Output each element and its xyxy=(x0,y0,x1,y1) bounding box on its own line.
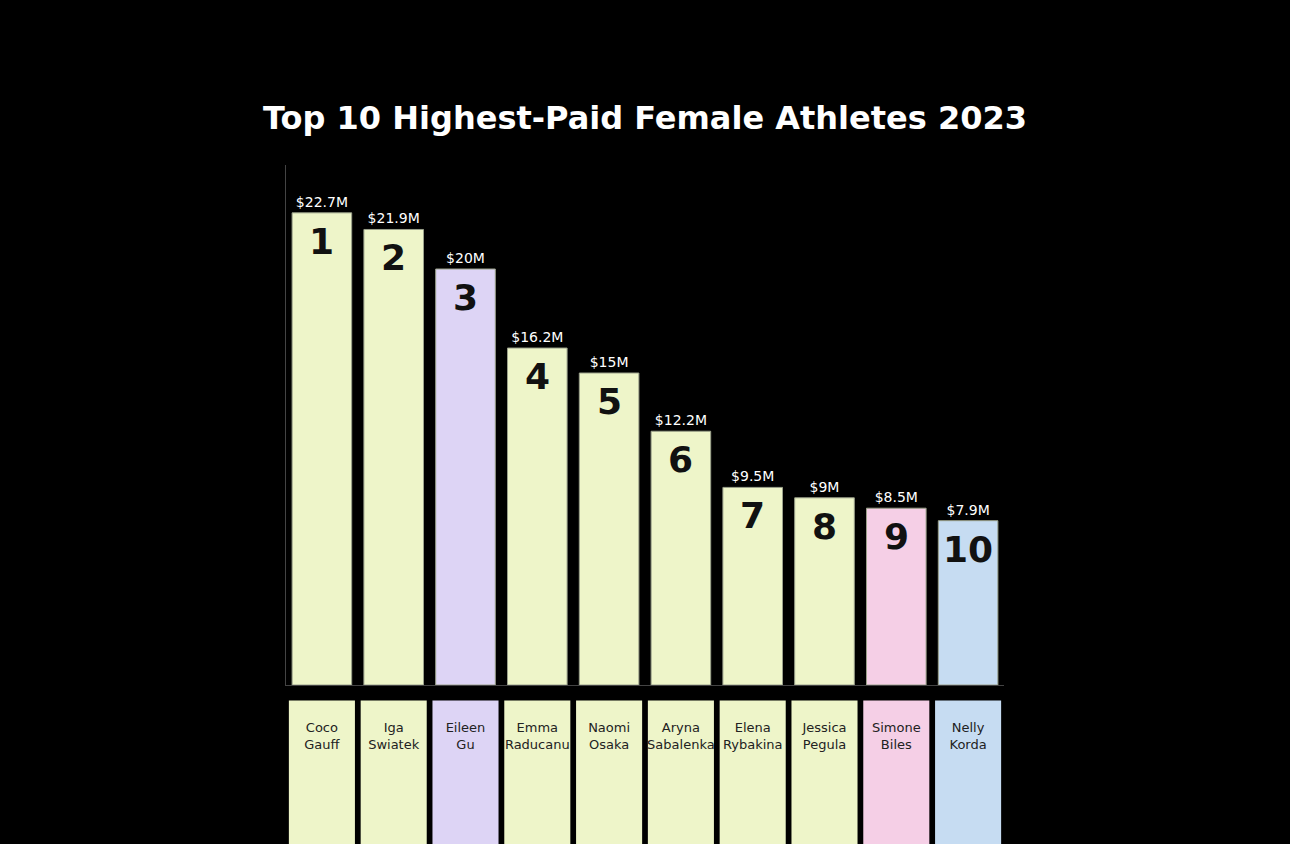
svg-text:1: 1 xyxy=(309,221,334,262)
svg-text:EmmaRaducanu: EmmaRaducanu xyxy=(505,720,570,752)
svg-text:7: 7 xyxy=(740,495,765,536)
svg-text:2: 2 xyxy=(381,237,406,278)
svg-text:NaomiOsaka: NaomiOsaka xyxy=(588,720,630,752)
svg-text:9: 9 xyxy=(884,516,909,557)
svg-text:NellyKorda: NellyKorda xyxy=(950,720,987,752)
svg-text:$9.5M: $9.5M xyxy=(731,468,774,484)
svg-text:8: 8 xyxy=(812,506,837,547)
svg-text:SimoneBiles: SimoneBiles xyxy=(872,720,921,752)
svg-text:$16.2M: $16.2M xyxy=(511,329,563,345)
svg-text:EileenGu: EileenGu xyxy=(446,720,486,752)
svg-text:$7.9M: $7.9M xyxy=(946,502,989,518)
svg-text:Top 10 Highest-Paid Female Ath: Top 10 Highest-Paid Female Athletes 2023 xyxy=(263,99,1027,137)
svg-text:$9M: $9M xyxy=(810,479,840,495)
svg-text:$21.9M: $21.9M xyxy=(368,210,420,226)
svg-text:$15M: $15M xyxy=(590,354,629,370)
svg-text:ElenaRybakina: ElenaRybakina xyxy=(723,720,783,752)
svg-text:4: 4 xyxy=(525,356,550,397)
svg-text:JessicaPegula: JessicaPegula xyxy=(801,720,846,752)
svg-text:ArynaSabalenka: ArynaSabalenka xyxy=(647,720,715,752)
svg-text:CocoGauff: CocoGauff xyxy=(304,720,340,752)
svg-text:3: 3 xyxy=(453,277,478,318)
svg-text:$12.2M: $12.2M xyxy=(655,412,707,428)
svg-text:IgaSwiatek: IgaSwiatek xyxy=(368,720,420,752)
svg-text:5: 5 xyxy=(597,381,622,422)
svg-text:$22.7M: $22.7M xyxy=(296,194,348,210)
svg-text:6: 6 xyxy=(668,439,693,480)
svg-text:10: 10 xyxy=(943,529,993,570)
svg-text:$8.5M: $8.5M xyxy=(875,489,918,505)
svg-text:$20M: $20M xyxy=(446,250,485,266)
